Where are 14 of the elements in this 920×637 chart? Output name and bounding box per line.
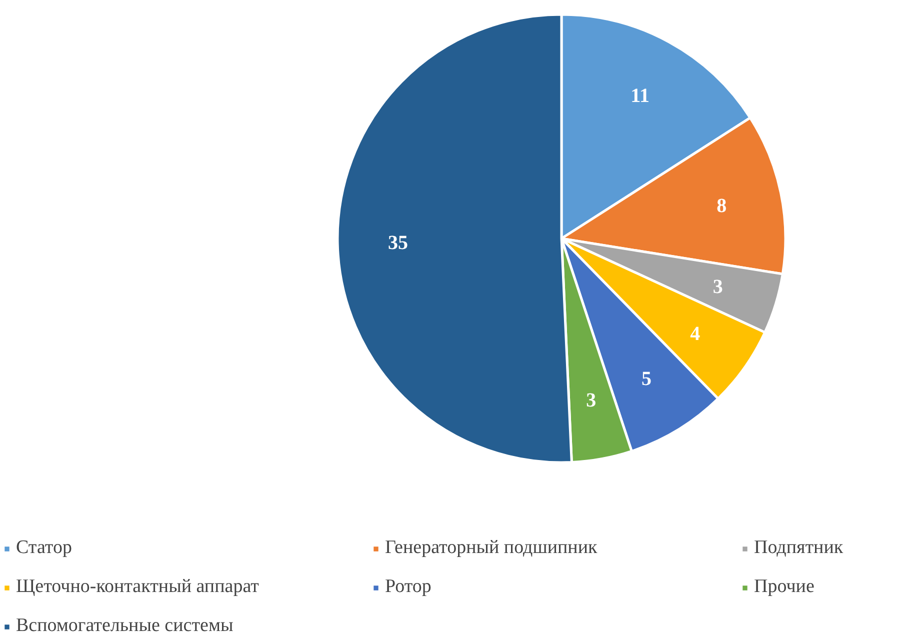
data-label: 11 (630, 85, 650, 108)
data-label: 8 (716, 195, 727, 218)
data-label: 3 (712, 276, 723, 298)
legend-label: Вспомогательные системы (16, 615, 234, 637)
data-label: 3 (586, 389, 596, 412)
legend-label: Ротор (385, 576, 432, 598)
legend-label: Прочие (754, 576, 816, 598)
legend-label: Подпятник (754, 537, 844, 559)
data-label: 35 (388, 232, 408, 254)
data-label: 5 (641, 368, 652, 390)
legend-label: Генераторный подшипник (385, 537, 598, 559)
legend-label: Статор (16, 537, 73, 559)
data-label: 4 (690, 322, 700, 345)
legend-label: Щеточно-контактный аппарат (16, 576, 260, 598)
